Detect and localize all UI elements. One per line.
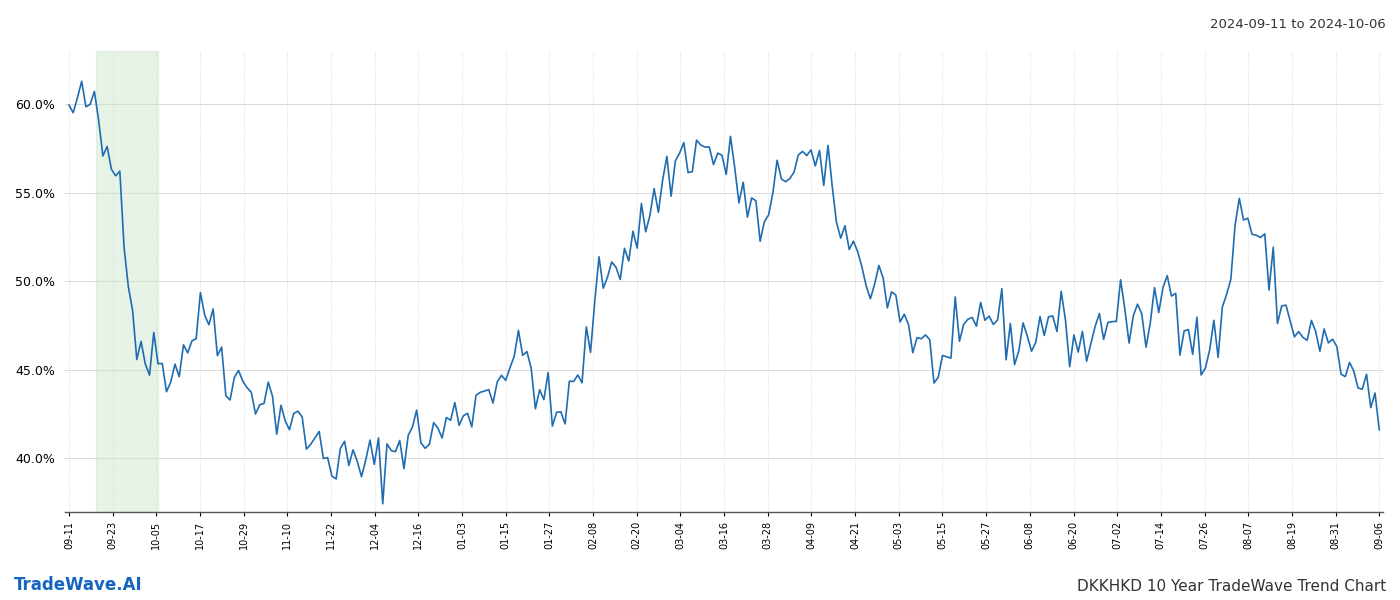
Text: DKKHKD 10 Year TradeWave Trend Chart: DKKHKD 10 Year TradeWave Trend Chart — [1077, 579, 1386, 594]
Text: 2024-09-11 to 2024-10-06: 2024-09-11 to 2024-10-06 — [1210, 18, 1386, 31]
Text: TradeWave.AI: TradeWave.AI — [14, 576, 143, 594]
Bar — [97, 51, 158, 512]
